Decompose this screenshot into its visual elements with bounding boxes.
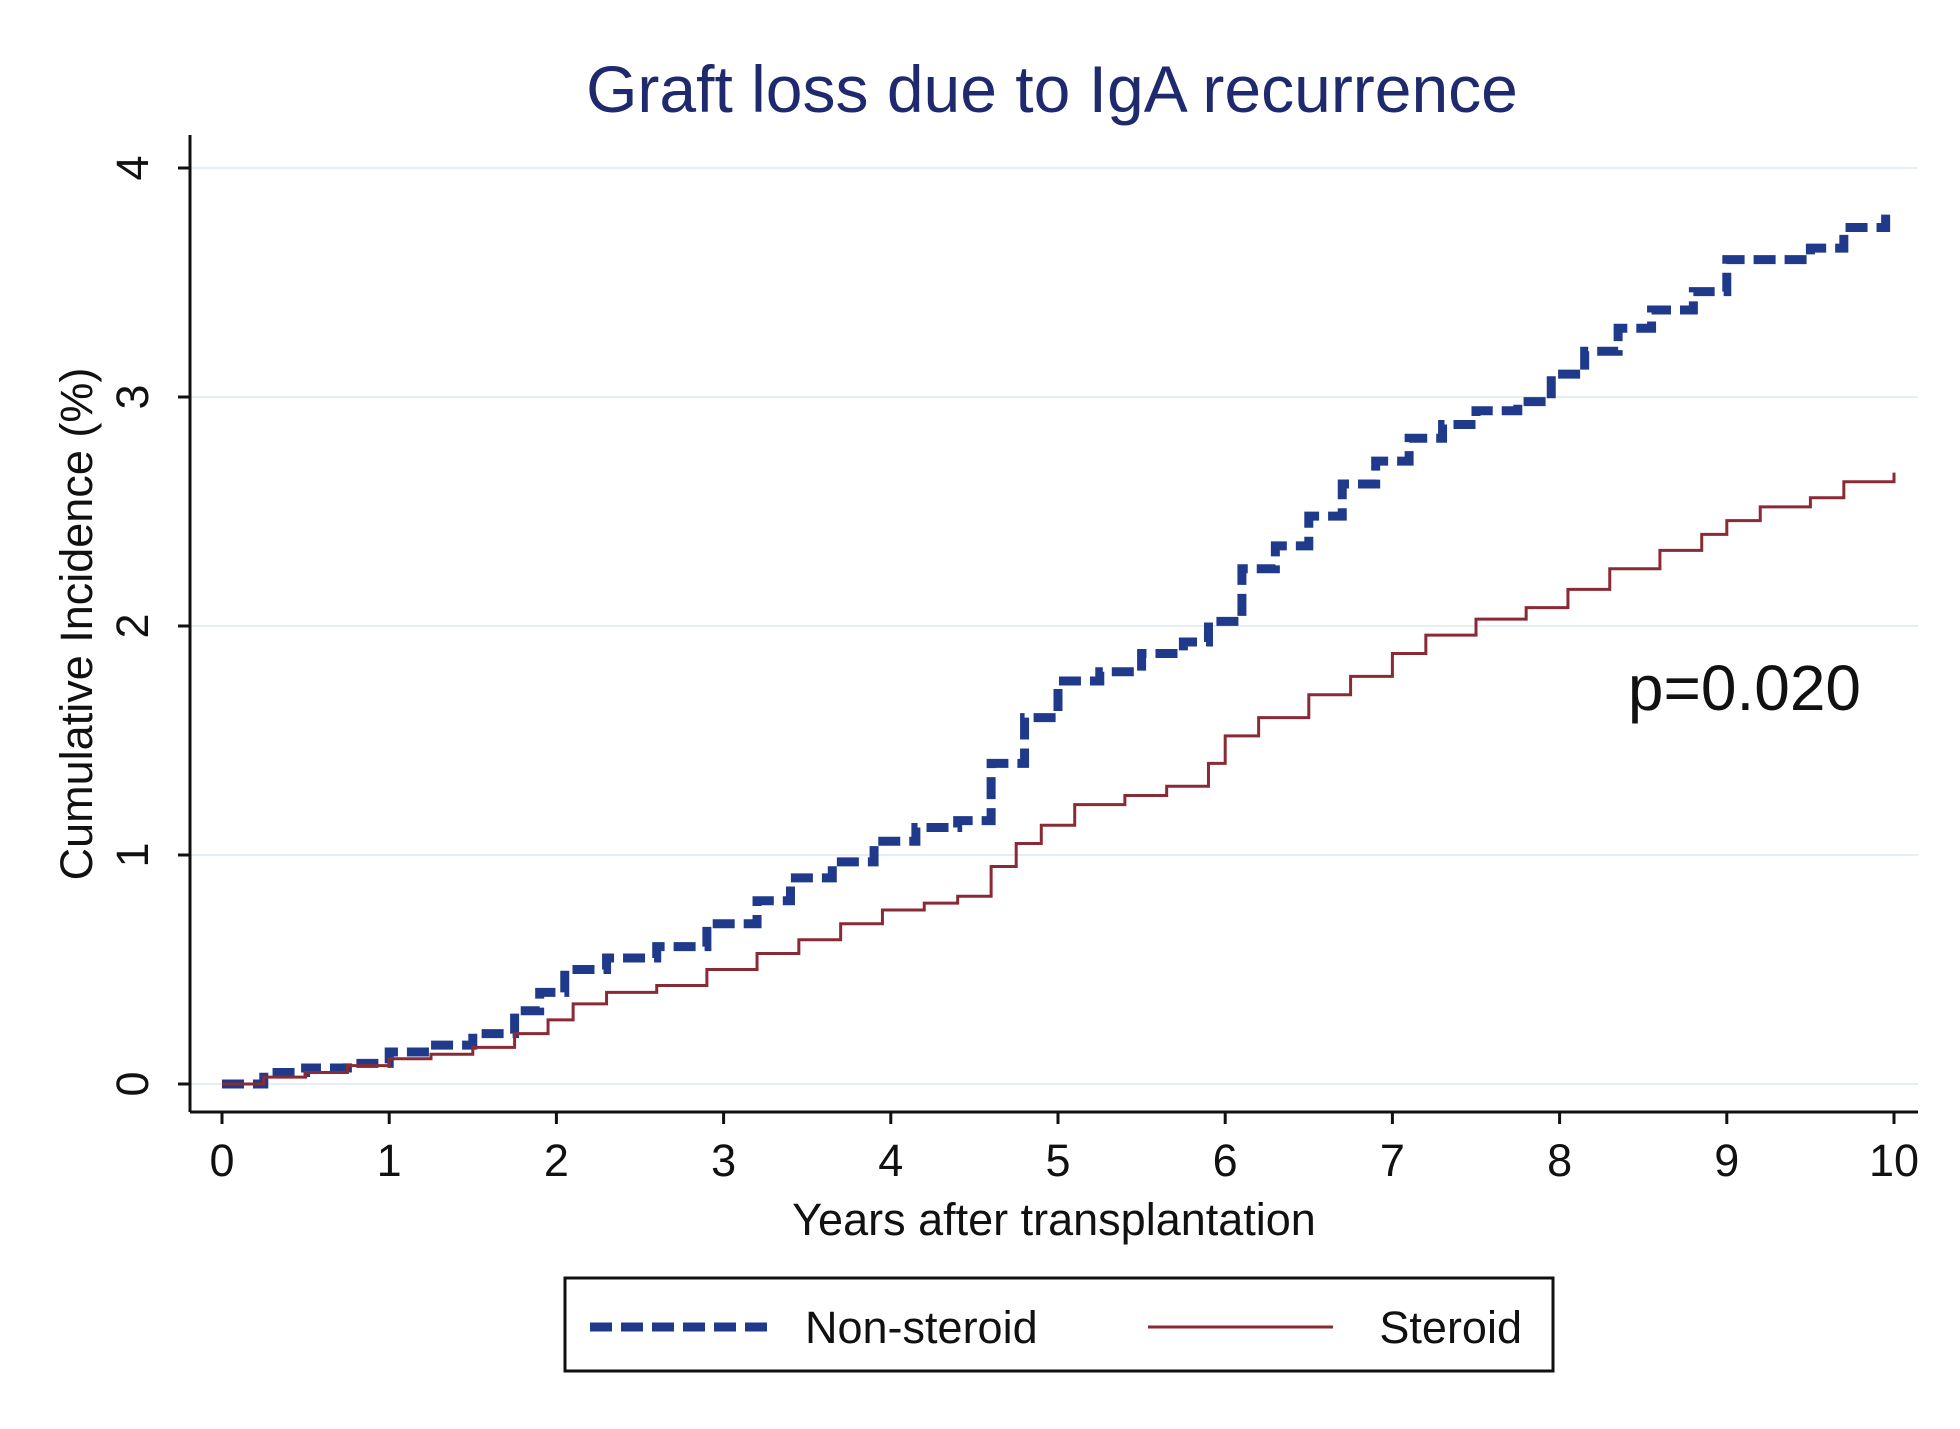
x-tick-label-9: 9 bbox=[1714, 1135, 1739, 1186]
x-tick-label-3: 3 bbox=[711, 1135, 736, 1186]
x-ticks: 0 1 2 3 4 5 6 7 8 9 10 bbox=[209, 1112, 1919, 1186]
x-tick-label-5: 5 bbox=[1045, 1135, 1070, 1186]
y-axis-label: Cumulative Incidence (%) bbox=[51, 368, 102, 881]
x-tick-label-1: 1 bbox=[377, 1135, 402, 1186]
series-layer bbox=[222, 213, 1896, 1089]
y-tick-label-1: 1 bbox=[107, 842, 158, 867]
x-tick-label-4: 4 bbox=[878, 1135, 903, 1186]
x-tick-label-10: 10 bbox=[1869, 1135, 1919, 1186]
legend: Non-steroid Steroid bbox=[563, 1276, 1555, 1373]
chart-title: Graft loss due to IgA recurrence bbox=[586, 52, 1518, 126]
legend-label-steroid: Steroid bbox=[1379, 1302, 1522, 1353]
p-value-annotation: p=0.020 bbox=[1628, 652, 1861, 724]
y-ticks: 0 1 2 3 4 bbox=[107, 155, 190, 1097]
x-tick-label-6: 6 bbox=[1213, 1135, 1238, 1186]
x-axis-label: Years after transplantation bbox=[792, 1194, 1316, 1245]
gridlines bbox=[190, 167, 1918, 1085]
y-tick-label-3: 3 bbox=[107, 384, 158, 409]
x-tick-label-8: 8 bbox=[1547, 1135, 1572, 1186]
x-tick-label-2: 2 bbox=[544, 1135, 569, 1186]
series-line-steroid bbox=[222, 472, 1896, 1086]
y-tick-label-0: 0 bbox=[107, 1071, 158, 1096]
x-tick-label-7: 7 bbox=[1380, 1135, 1405, 1186]
series-line-non-steroid bbox=[222, 213, 1891, 1089]
y-tick-label-2: 2 bbox=[107, 613, 158, 638]
x-tick-label-0: 0 bbox=[209, 1135, 234, 1186]
legend-label-non-steroid: Non-steroid bbox=[805, 1302, 1038, 1353]
y-tick-label-4: 4 bbox=[107, 155, 158, 180]
